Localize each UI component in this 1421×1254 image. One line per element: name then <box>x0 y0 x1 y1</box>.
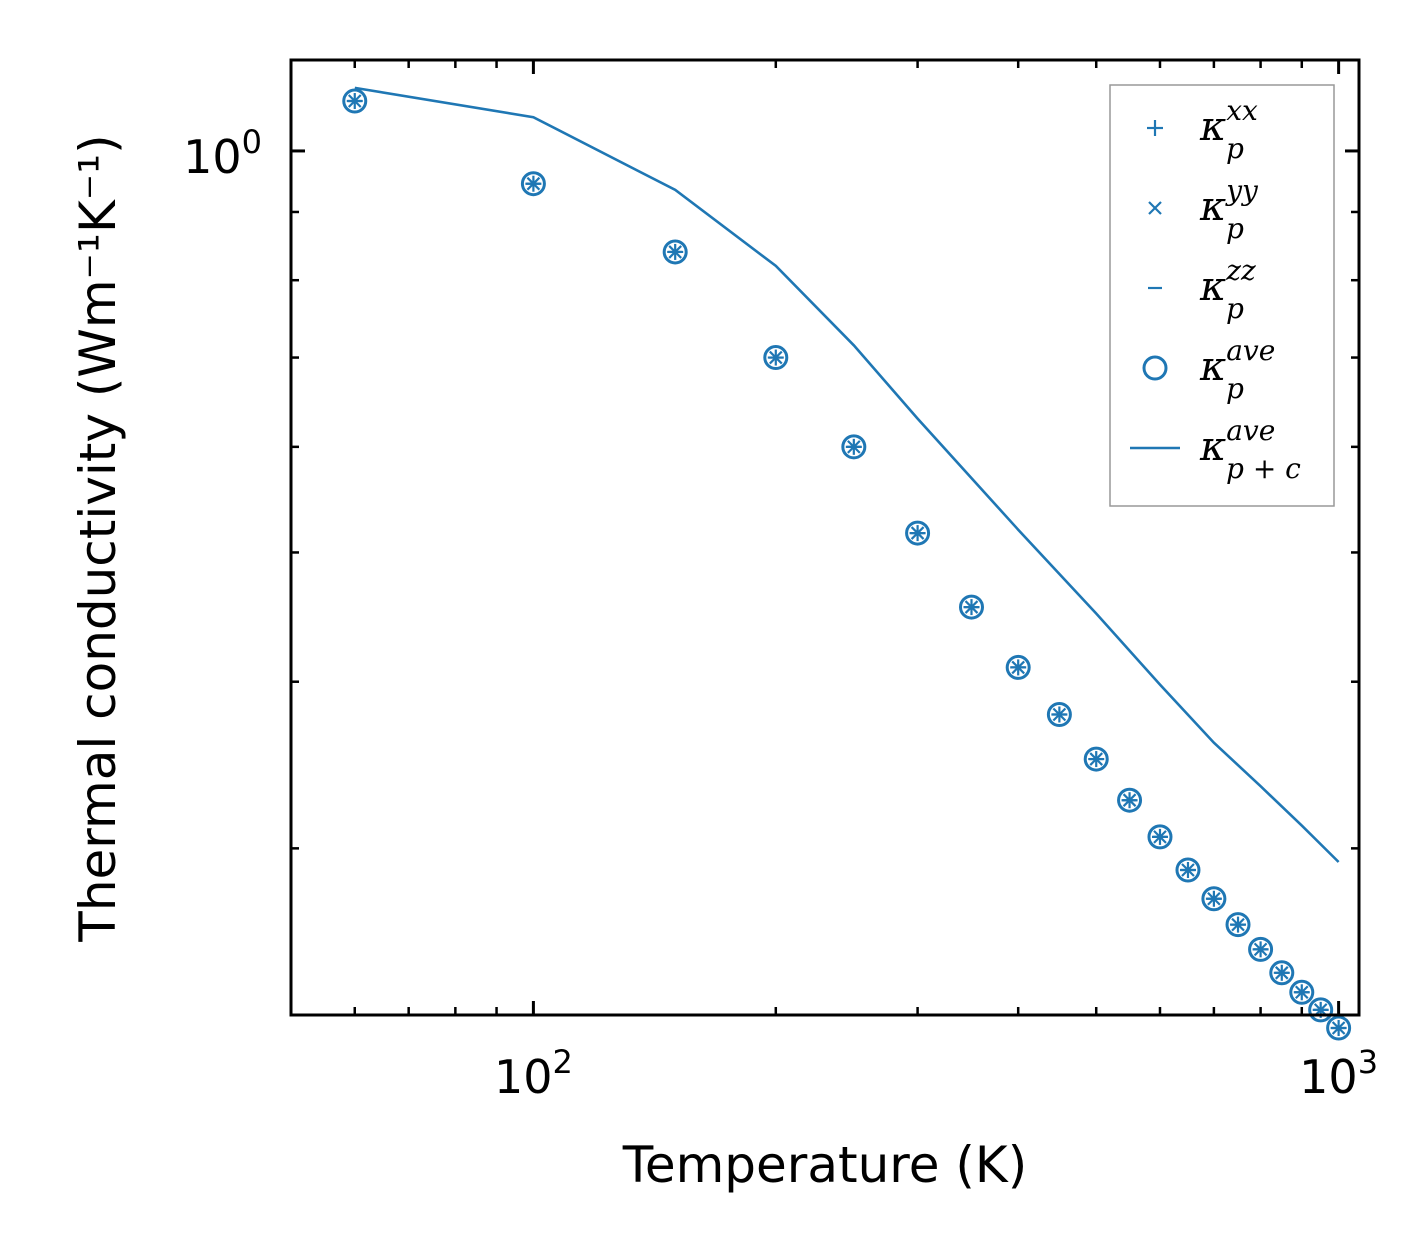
data-point-kappa_p^ave <box>841 434 867 460</box>
y-tick-label: 100 <box>183 123 262 184</box>
data-point-kappa_p^ave <box>763 345 789 371</box>
legend-label-kappa_p^zz: κzz p <box>1199 254 1256 325</box>
legend-marker-kappa_p^yy <box>1148 201 1162 215</box>
series-kappa_p^ave <box>342 88 1352 1041</box>
legend-box <box>1109 84 1335 507</box>
data-point-kappa_p^ave <box>1117 787 1143 813</box>
data-point-kappa_p^ave <box>342 88 368 114</box>
data-point-kappa_p^ave <box>1269 960 1295 986</box>
legend-label-kappa_p^xx: κxx p <box>1199 94 1258 165</box>
data-point-kappa_p^ave <box>1005 654 1031 680</box>
data-point-kappa_p^ave <box>1225 912 1251 938</box>
legend-label-kappa_p+c^ave: κave p + c <box>1199 414 1301 485</box>
data-point-kappa_p^ave <box>1083 746 1109 772</box>
data-point-kappa_p^ave <box>520 171 546 197</box>
series-line-kappa_p+c^ave <box>354 86 1340 863</box>
legend-label-kappa_p^yy: κyy p <box>1199 174 1259 245</box>
series-kappa_p+c^ave <box>354 86 1340 863</box>
legend-marker-kappa_p^yy-b <box>1148 201 1162 215</box>
legend: κxx p κyy p κzz p κave p κave p + c <box>1109 84 1335 507</box>
y-axis-label: Thermal conductivity (Wm⁻¹K⁻¹) <box>69 134 127 942</box>
x-tick-label: 102 <box>494 1043 573 1104</box>
data-point-kappa_p^ave <box>1308 997 1334 1023</box>
data-point-kappa_p^ave <box>1046 701 1072 727</box>
plot-frame <box>289 58 1361 1017</box>
tick-labels: 102 103 100 <box>183 123 1378 1104</box>
data-point-kappa_p^ave <box>1289 979 1315 1005</box>
legend-marker-kappa_p^ave <box>1142 355 1168 381</box>
data-point-kappa_p^ave <box>1201 886 1227 912</box>
x-tick-label: 103 <box>1299 1043 1378 1104</box>
data-point-kappa_p^ave <box>958 594 984 620</box>
data-point-kappa_p^ave <box>1326 1015 1352 1041</box>
series-kappa_p^zz <box>347 99 1346 1030</box>
legend-label-kappa_p^ave: κave p <box>1199 334 1275 405</box>
data-point-kappa_p^ave <box>1147 824 1173 850</box>
legend-marker-kappa_p^xx <box>1147 120 1163 136</box>
data-point-kappa_p^ave <box>905 520 931 546</box>
data-point-kappa_p^ave <box>662 239 688 265</box>
x-axis-label: Temperature (K) <box>622 1136 1027 1194</box>
data-point-kappa_p^ave <box>1175 857 1201 883</box>
data-point-kappa_p^ave <box>1248 936 1274 962</box>
data-layer <box>342 86 1352 1041</box>
